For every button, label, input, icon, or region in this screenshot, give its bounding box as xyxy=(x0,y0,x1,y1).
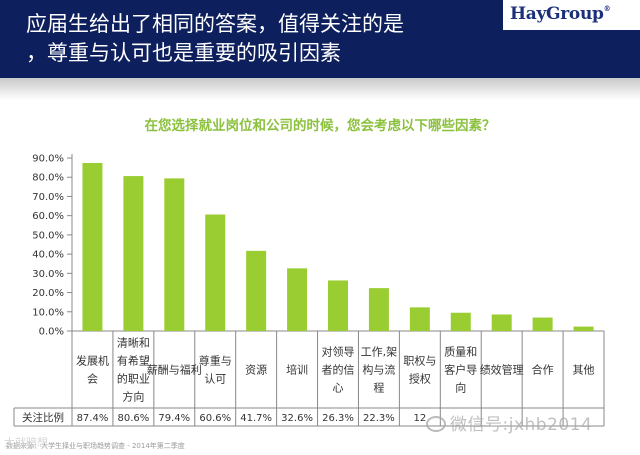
bar xyxy=(164,178,185,331)
category-label: 向 xyxy=(455,381,466,395)
y-tick-label: 60.0% xyxy=(32,211,64,222)
data-label: 26.3% xyxy=(322,413,354,424)
category-label: 其他 xyxy=(573,364,595,377)
bar xyxy=(205,214,226,331)
watermark-right-text: 微信号:jxhb2014 xyxy=(450,415,593,435)
header-shadow xyxy=(0,78,640,100)
y-tick-label: 40.0% xyxy=(32,250,64,261)
y-tick-label: 90.0% xyxy=(32,154,64,165)
source-note: 数据来源：大学生择业与职场趋势调查 - 2014年第二季度 xyxy=(6,442,185,450)
header: 应届生给出了相同的答案，值得关注的是 ，尊重与认可也是重要的吸引因素 HayGr… xyxy=(0,0,640,78)
category-label: 方向 xyxy=(122,390,144,404)
category-label: 薪酬与福利 xyxy=(147,363,202,377)
category-label: 授权 xyxy=(409,372,431,386)
category-label: 尊重与 xyxy=(199,354,232,368)
category-label: 绩效管理 xyxy=(480,363,524,377)
bar xyxy=(82,162,103,331)
y-tick-label: 80.0% xyxy=(32,173,64,184)
bar-chart: 0.0% 10.0% 20.0% 30.0% 40.0% 50.0% 60.0% 70.0% 8… xyxy=(13,154,605,427)
bar xyxy=(328,280,348,331)
category-label: 构与流 xyxy=(362,363,395,377)
category-label: 工作,架 xyxy=(361,346,398,359)
category-label: 心 xyxy=(333,382,344,395)
category-label: 质量和 xyxy=(444,346,477,359)
bar xyxy=(532,317,553,331)
watermark-left: 大就暗想 xyxy=(4,436,48,449)
logo-area xyxy=(503,0,640,30)
bar xyxy=(123,176,144,331)
data-label: 60.6% xyxy=(199,413,231,424)
y-tick-label: 30.0% xyxy=(32,269,64,280)
category-label: 认可 xyxy=(204,373,226,386)
bar xyxy=(409,307,430,331)
category-label: 培训 xyxy=(286,363,308,377)
bar xyxy=(573,326,594,331)
data-label: 87.4% xyxy=(77,413,109,424)
y-tick-label: 70.0% xyxy=(32,192,64,203)
page-title-line2: ，尊重与认可也是重要的吸引因素 xyxy=(26,41,341,65)
y-tick-label: 20.0% xyxy=(32,288,64,299)
data-label: 22.3% xyxy=(363,413,395,424)
chart-title: 在您选择就业岗位和公司的时候，您会考虑以下哪些因素？ xyxy=(144,118,496,134)
category-label: 发展机 xyxy=(76,354,109,368)
table-row-label: 关注比例 xyxy=(22,411,64,424)
category-label: 职权与 xyxy=(403,355,436,368)
category-label: 清晰和 xyxy=(117,337,150,350)
data-label: 80.6% xyxy=(117,413,149,424)
category-label: 合作 xyxy=(532,363,554,377)
data-label: 12 xyxy=(413,413,426,424)
category-label: 者的信 xyxy=(322,363,355,377)
category-label: 客户导 xyxy=(444,363,477,377)
data-label: 79.4% xyxy=(158,413,190,424)
data-label: 41.7% xyxy=(240,413,272,424)
bar xyxy=(246,250,267,331)
watermark-right: 微信号:jxhb2014 xyxy=(426,410,592,435)
category-label: 对领导 xyxy=(322,345,355,359)
y-tick-label: 10.0% xyxy=(32,307,64,318)
bar xyxy=(287,268,308,331)
wechat-icon xyxy=(426,416,446,432)
logo-text: HayGroup xyxy=(510,4,604,24)
category-label: 程 xyxy=(373,382,384,395)
hay-group-logo: HayGroup® xyxy=(510,4,611,24)
category-label: 有希望 xyxy=(117,354,150,368)
y-tick-label: 0.0% xyxy=(39,327,64,338)
page-title: 应届生给出了相同的答案，值得关注的是 ，尊重与认可也是重要的吸引因素 xyxy=(26,10,496,68)
category-label: 资源 xyxy=(245,363,267,377)
data-label: 32.6% xyxy=(281,413,313,424)
category-label: 的职业 xyxy=(117,372,150,386)
page-title-line1: 应届生给出了相同的答案，值得关注的是 xyxy=(26,12,404,36)
bar xyxy=(491,314,512,331)
bar xyxy=(368,288,389,331)
category-label: 会 xyxy=(87,373,98,386)
y-tick-label: 50.0% xyxy=(32,230,64,241)
bar xyxy=(450,312,471,331)
